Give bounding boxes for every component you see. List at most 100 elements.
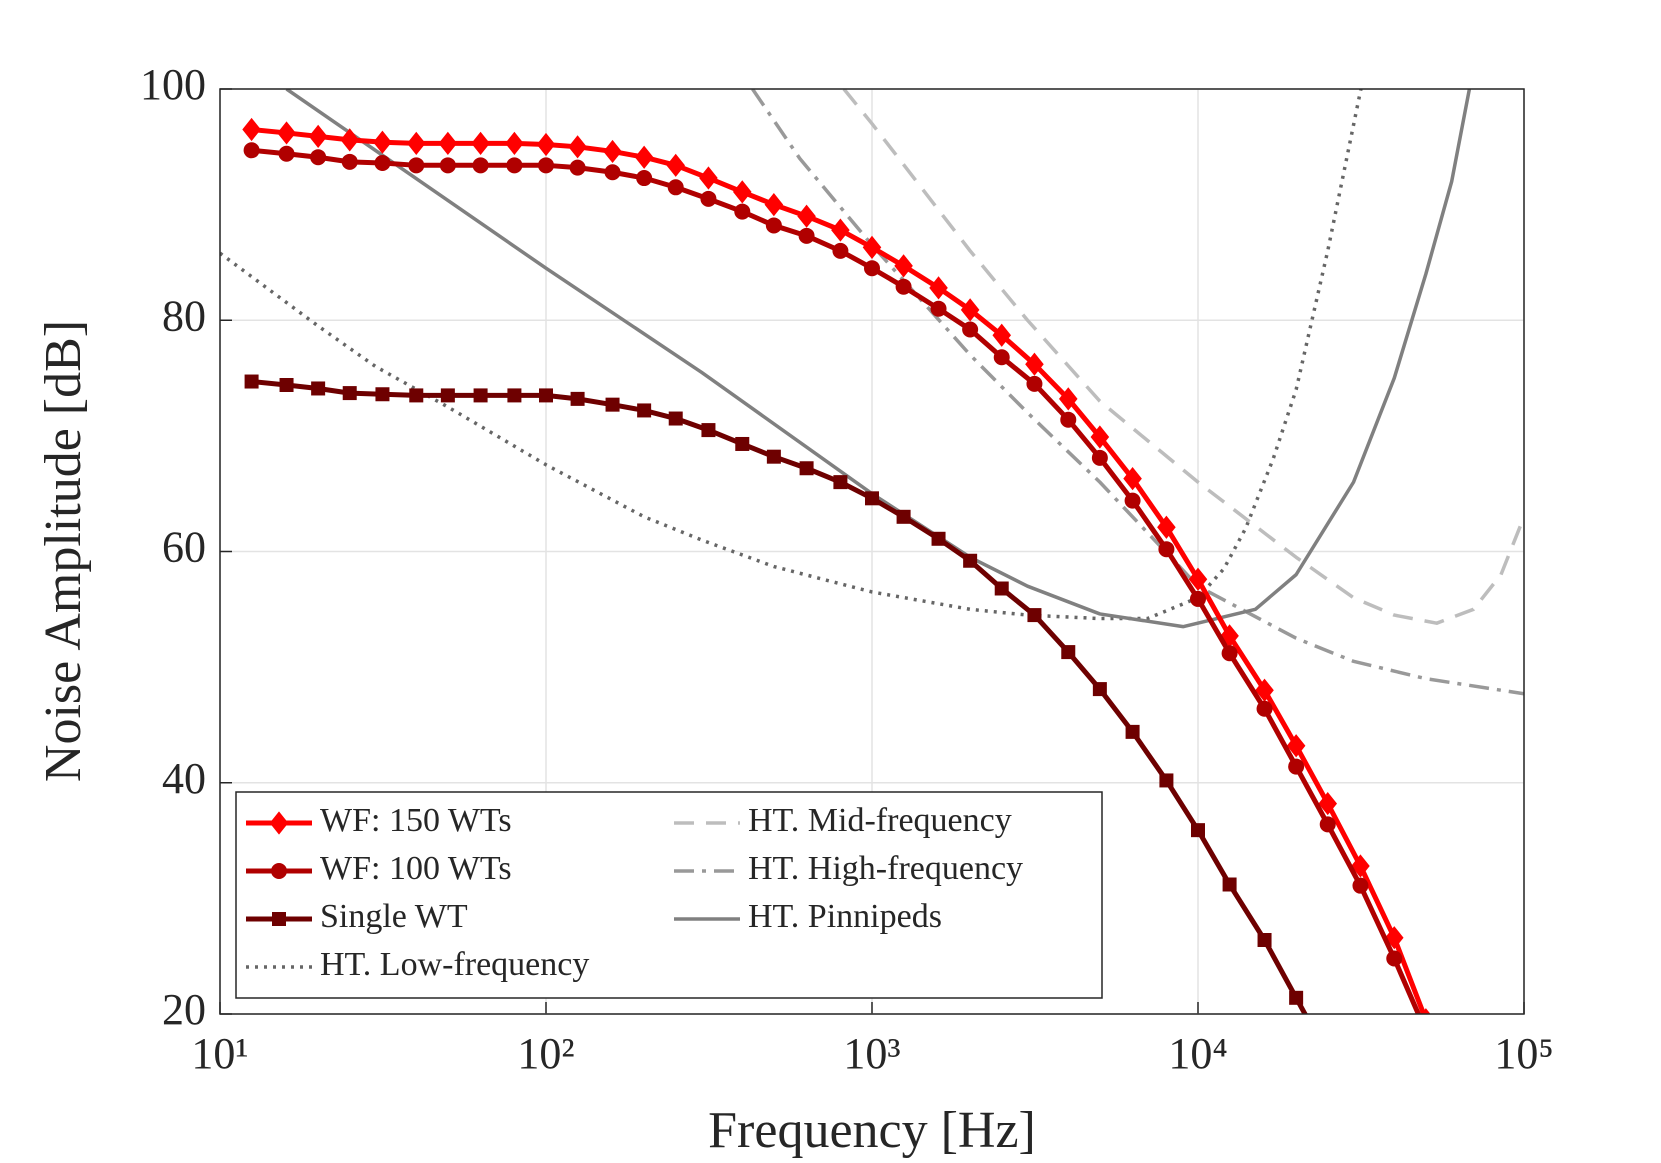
marker <box>894 254 913 278</box>
marker <box>408 157 425 174</box>
y-tick-label: 100 <box>140 60 206 109</box>
legend-label: HT. Pinnipeds <box>748 898 942 935</box>
marker <box>931 531 946 546</box>
y-axis-label: Noise Amplitude [dB] <box>35 320 92 782</box>
marker <box>1091 449 1108 466</box>
marker <box>929 276 948 300</box>
marker <box>277 121 296 145</box>
marker <box>473 388 488 403</box>
marker <box>764 193 784 217</box>
marker <box>1289 990 1304 1005</box>
marker <box>896 509 911 524</box>
marker <box>864 260 880 277</box>
marker <box>963 553 978 568</box>
marker <box>799 461 814 476</box>
marker <box>506 157 523 174</box>
y-tick-label: 60 <box>162 523 206 572</box>
y-tick-label: 40 <box>162 754 206 803</box>
marker <box>1125 724 1140 739</box>
marker <box>701 423 716 438</box>
marker <box>272 912 286 926</box>
marker <box>604 164 621 181</box>
marker <box>603 139 622 164</box>
marker <box>406 131 426 155</box>
series-line <box>285 89 1472 629</box>
marker <box>1124 492 1141 509</box>
marker <box>862 235 882 260</box>
marker <box>1386 950 1403 967</box>
marker <box>1159 773 1174 788</box>
marker <box>538 157 554 174</box>
marker <box>637 403 652 418</box>
marker <box>1286 734 1306 758</box>
marker <box>1351 854 1370 878</box>
legend-label: WF: 100 WTs <box>320 850 512 887</box>
marker <box>1318 791 1338 816</box>
marker <box>831 218 850 242</box>
marker <box>439 157 456 174</box>
marker <box>766 449 781 464</box>
legend-label: HT. Low-frequency <box>320 946 589 983</box>
marker <box>471 131 490 155</box>
x-tick-label: 10⁵ <box>1494 1029 1553 1078</box>
marker <box>666 153 686 177</box>
marker <box>1123 467 1142 491</box>
marker <box>636 170 653 187</box>
marker <box>994 581 1009 596</box>
marker <box>311 381 326 396</box>
series-line <box>842 89 1524 625</box>
marker <box>373 130 392 154</box>
marker <box>798 227 815 244</box>
marker <box>1158 541 1175 558</box>
marker <box>374 155 391 171</box>
marker <box>833 475 848 490</box>
legend-label: Single WT <box>320 898 468 935</box>
marker <box>269 811 289 835</box>
marker <box>1421 1008 1431 1014</box>
marker <box>1060 411 1077 428</box>
marker <box>1257 933 1272 947</box>
marker <box>1222 877 1237 892</box>
axes-box <box>219 88 1525 1015</box>
marker <box>1058 387 1078 411</box>
marker <box>1188 567 1208 591</box>
marker <box>375 387 390 402</box>
marker <box>1319 816 1336 833</box>
marker <box>278 145 295 162</box>
marker <box>992 323 1012 347</box>
marker <box>865 491 879 506</box>
marker <box>1191 823 1205 838</box>
x-tick-label: 10³ <box>843 1029 900 1078</box>
marker <box>1025 352 1044 376</box>
marker <box>732 180 752 204</box>
marker <box>1256 700 1273 717</box>
marker <box>735 436 750 451</box>
marker <box>1157 515 1176 539</box>
plot-lines <box>220 89 1524 1038</box>
x-tick-label: 10¹ <box>191 1029 248 1078</box>
marker <box>960 298 980 322</box>
marker <box>308 124 328 149</box>
marker <box>310 149 327 166</box>
marker <box>1092 682 1107 697</box>
marker <box>962 321 979 338</box>
marker <box>1027 608 1042 623</box>
marker <box>279 378 294 392</box>
marker <box>438 131 458 155</box>
marker <box>895 278 912 295</box>
marker <box>1026 375 1043 392</box>
marker <box>832 242 849 259</box>
marker <box>341 153 358 170</box>
marker <box>605 397 620 412</box>
x-axis-label: Frequency [Hz] <box>708 1102 1036 1159</box>
marker <box>440 388 455 403</box>
marker <box>1419 1024 1433 1038</box>
marker <box>472 157 489 174</box>
marker <box>1061 645 1076 660</box>
marker <box>536 132 556 157</box>
marker <box>507 388 522 403</box>
marker <box>244 374 259 389</box>
marker <box>1352 877 1369 894</box>
marker <box>634 145 654 169</box>
legend-box <box>235 791 1103 999</box>
